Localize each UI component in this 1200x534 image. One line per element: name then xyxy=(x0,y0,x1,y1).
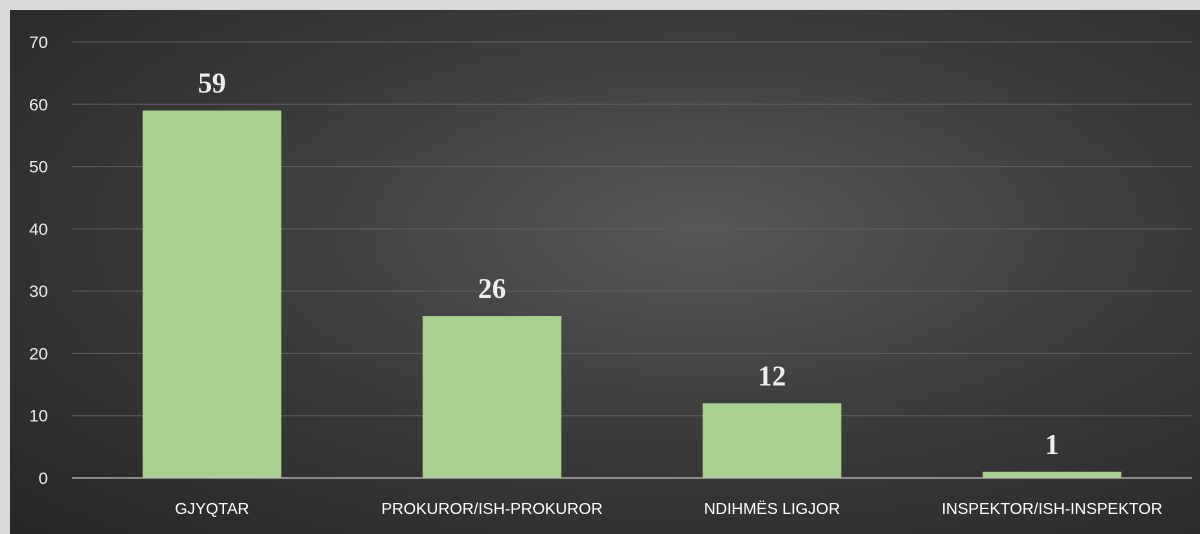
bar-3 xyxy=(702,403,842,478)
x-category-label-2: PROKUROR/ISH-PROKUROR xyxy=(381,501,602,518)
chart-area: 0 10 20 30 40 50 60 70 GJYQTAR PROKUROR/ISH-PROK… xyxy=(10,10,1200,534)
bar-2 xyxy=(422,316,562,478)
x-category-label-3: NDIHMËS LIGJOR xyxy=(704,500,840,518)
data-label-2: 26 xyxy=(478,274,506,305)
y-tick-label-30: 30 xyxy=(29,282,48,301)
data-label-1: 59 xyxy=(198,69,226,100)
x-category-label-1: GJYQTAR xyxy=(175,501,249,518)
bar-1 xyxy=(142,110,282,478)
x-category-label-4: INSPEKTOR/ISH-INSPEKTOR xyxy=(942,501,1163,518)
data-labels: 59 26 12 1 xyxy=(198,69,1059,461)
data-label-3: 12 xyxy=(758,361,786,392)
x-axis-category-labels: GJYQTAR PROKUROR/ISH-PROKUROR NDIHMËS LIGJ… xyxy=(175,500,1163,518)
y-tick-label-40: 40 xyxy=(29,220,48,239)
y-tick-label-10: 10 xyxy=(29,407,48,426)
y-tick-label-60: 60 xyxy=(29,95,48,114)
y-tick-label-0: 0 xyxy=(39,469,48,488)
bars xyxy=(142,110,1122,478)
data-label-4: 1 xyxy=(1045,430,1059,461)
bar-chart: 0 10 20 30 40 50 60 70 GJYQTAR PROKUROR/ISH-PROK… xyxy=(29,33,1192,518)
y-axis-tick-labels: 0 10 20 30 40 50 60 70 xyxy=(29,33,48,488)
bar-4 xyxy=(982,471,1122,478)
y-tick-label-20: 20 xyxy=(29,344,48,363)
y-tick-label-50: 50 xyxy=(29,158,48,177)
y-tick-label-70: 70 xyxy=(29,33,48,52)
